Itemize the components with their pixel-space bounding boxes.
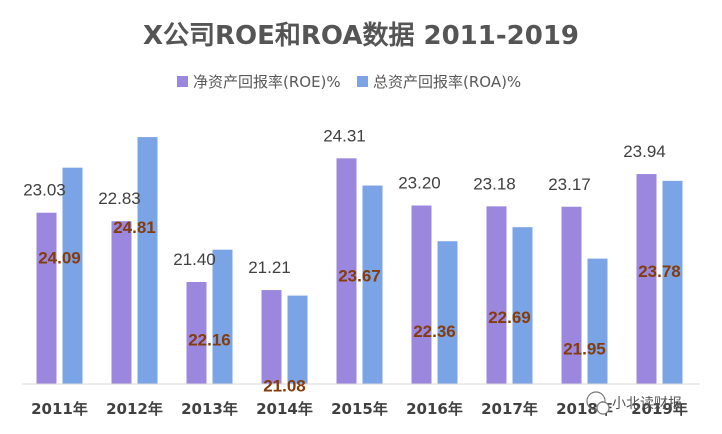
data-label-roe: 21.21 (248, 258, 291, 277)
bar-roa-2013年 (212, 249, 233, 384)
bar-roa-2011年 (62, 167, 83, 384)
bars-group (36, 137, 683, 384)
bar-roe-2017年 (486, 206, 507, 384)
bar-roe-2019年 (636, 174, 657, 384)
bar-roe-2012年 (111, 221, 132, 384)
data-label-roa: 22.69 (488, 308, 531, 327)
bar-roe-2018年 (561, 206, 582, 384)
legend-swatch-roa (357, 76, 368, 87)
bar-roe-2015年 (336, 158, 357, 384)
bar-roa-2012年 (137, 137, 158, 384)
data-label-roe: 21.40 (173, 250, 216, 269)
x-tick-labels: 2011年 2012年 2013年 2014年 2015年 2016年 2017年 2018年… (31, 400, 688, 418)
data-label-roe: 23.03 (23, 181, 66, 200)
bar-roa-2018年 (587, 258, 608, 384)
data-label-roe: 24.31 (323, 126, 366, 145)
data-label-roa: 22.36 (413, 322, 456, 341)
bar-roe-2013年 (186, 282, 207, 384)
data-label-roe: 23.20 (398, 174, 441, 193)
bar-roa-2017年 (512, 227, 533, 384)
data-label-roe: 23.18 (473, 174, 516, 193)
x-tick-label: 2013年 (181, 400, 238, 418)
data-label-roa: 21.08 (263, 377, 306, 396)
data-labels: 23.03 24.09 22.83 24.81 21.40 22.16 21.21 21.08… (23, 126, 681, 395)
data-label-roe: 23.17 (548, 175, 591, 194)
watermark-icon (586, 391, 606, 411)
data-label-roa: 24.81 (113, 218, 156, 237)
x-tick-label: 2017年 (481, 400, 538, 418)
watermark: 小北读财报 (586, 391, 682, 415)
watermark-icon-inner (596, 401, 610, 415)
bar-roe-2016年 (411, 205, 432, 384)
data-label-roa: 23.67 (338, 267, 381, 286)
x-tick-label: 2015年 (331, 400, 388, 418)
x-tick-label: 2014年 (256, 400, 313, 418)
chart-title: X公司ROE和ROA数据 2011-2019 (143, 21, 579, 51)
legend-label-roa: 总资产回报率(ROA)% (373, 73, 521, 91)
watermark-text: 小北读财报 (612, 395, 682, 412)
x-tick-label: 2011年 (31, 400, 88, 418)
bar-roe-2014年 (261, 290, 282, 384)
legend-label-roe: 净资产回报率(ROE)% (193, 73, 341, 91)
data-label-roa: 22.16 (188, 331, 231, 350)
legend-swatch-roe (177, 76, 188, 87)
bar-roe-2011年 (36, 212, 57, 384)
x-tick-label: 2019年 (631, 400, 688, 418)
data-label-roa: 23.78 (638, 262, 681, 281)
data-label-roe: 22.83 (98, 189, 141, 208)
data-label-roa: 21.95 (563, 340, 606, 359)
bar-roa-2015年 (362, 185, 383, 384)
legend: 净资产回报率(ROE)% 总资产回报率(ROA)% (177, 73, 521, 91)
bar-roa-2019年 (662, 180, 683, 384)
bar-roa-2016年 (437, 241, 458, 384)
data-label-roe: 23.94 (623, 142, 666, 161)
x-tick-label: 2016年 (406, 400, 463, 418)
x-tick-label: 2012年 (106, 400, 163, 418)
bar-roa-2014年 (287, 295, 308, 384)
data-label-roa: 24.09 (38, 249, 81, 268)
